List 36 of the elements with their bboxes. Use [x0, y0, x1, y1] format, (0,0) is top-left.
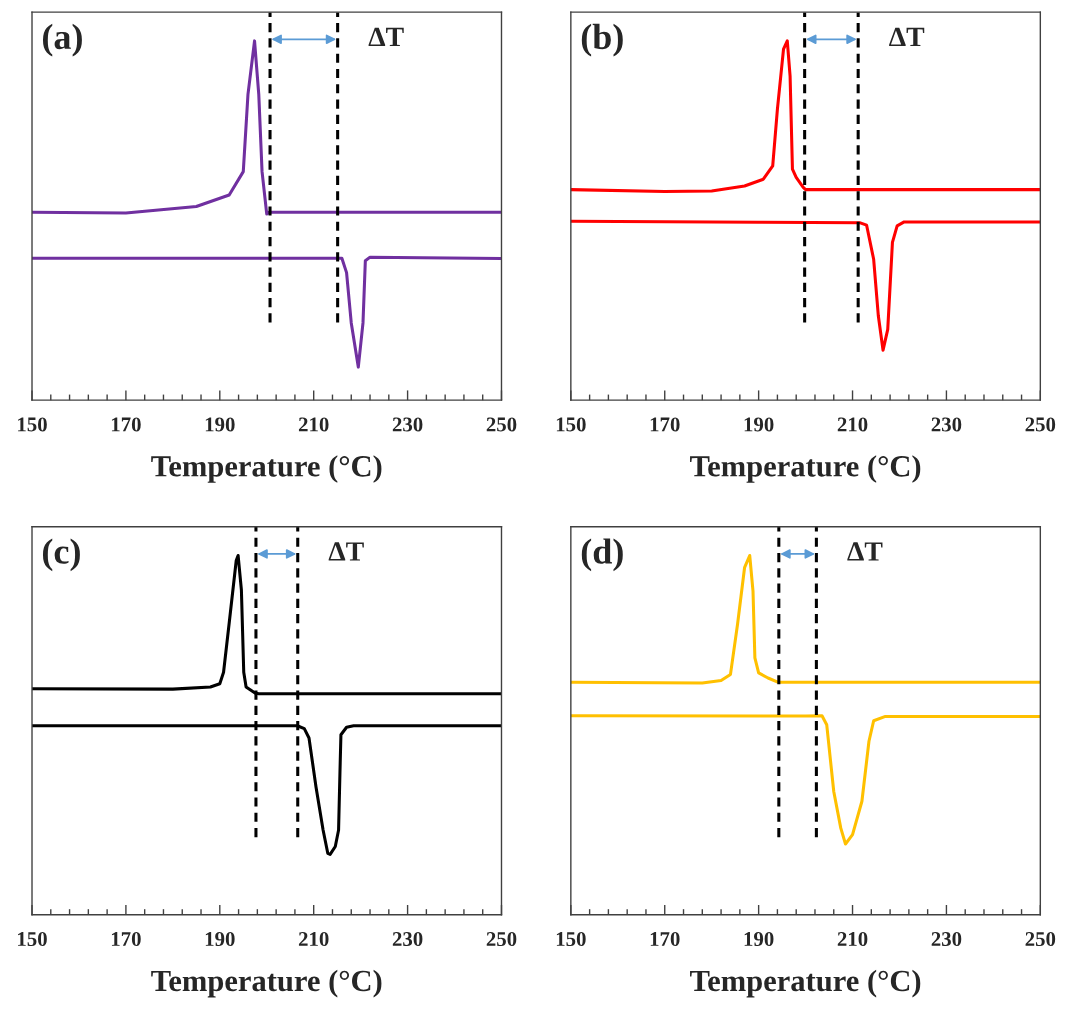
- annotation: ΔT: [328, 542, 364, 561]
- x-tick-label: 150: [18, 932, 47, 947]
- x-tick-label: 170: [111, 932, 141, 947]
- x-tick-label: 150: [556, 417, 586, 432]
- x-tick-label: 230: [392, 932, 423, 947]
- x-tick-label: 230: [931, 417, 962, 432]
- x-tick-label: 190: [205, 932, 235, 947]
- x-tick-label: 250: [486, 932, 517, 947]
- x-axis-title: Temperature (°C): [151, 455, 382, 483]
- x-tick-label: 250: [1025, 417, 1056, 432]
- chart-title: (b): [581, 23, 623, 57]
- x-tick-label: 170: [650, 417, 680, 432]
- x-tick-label: 190: [205, 417, 235, 432]
- x-axis-title: Temperature (°C): [690, 455, 921, 483]
- x-tick-label: 210: [837, 932, 868, 947]
- annotation: ΔT: [368, 27, 404, 46]
- chart-title: (c): [42, 538, 80, 572]
- x-tick-label: 250: [1025, 932, 1056, 947]
- x-tick-label: 250: [486, 417, 517, 432]
- x-tick-label: 230: [931, 932, 962, 947]
- x-axis-title: Temperature (°C): [151, 969, 382, 998]
- x-tick-label: 210: [837, 417, 868, 432]
- x-tick-label: 190: [744, 932, 774, 947]
- x-axis-title: Temperature (°C): [690, 969, 921, 998]
- annotation: ΔT: [889, 27, 925, 46]
- x-tick-label: 150: [18, 417, 47, 432]
- chart-title: (d): [581, 538, 623, 572]
- annotation: ΔT: [847, 542, 883, 561]
- chart-title: (a): [42, 23, 82, 57]
- x-tick-label: 190: [744, 417, 774, 432]
- x-tick-label: 150: [556, 932, 586, 947]
- x-tick-label: 210: [298, 417, 329, 432]
- x-tick-label: 210: [298, 932, 329, 947]
- x-tick-label: 170: [111, 417, 141, 432]
- x-tick-label: 170: [650, 932, 680, 947]
- x-tick-label: 230: [392, 417, 423, 432]
